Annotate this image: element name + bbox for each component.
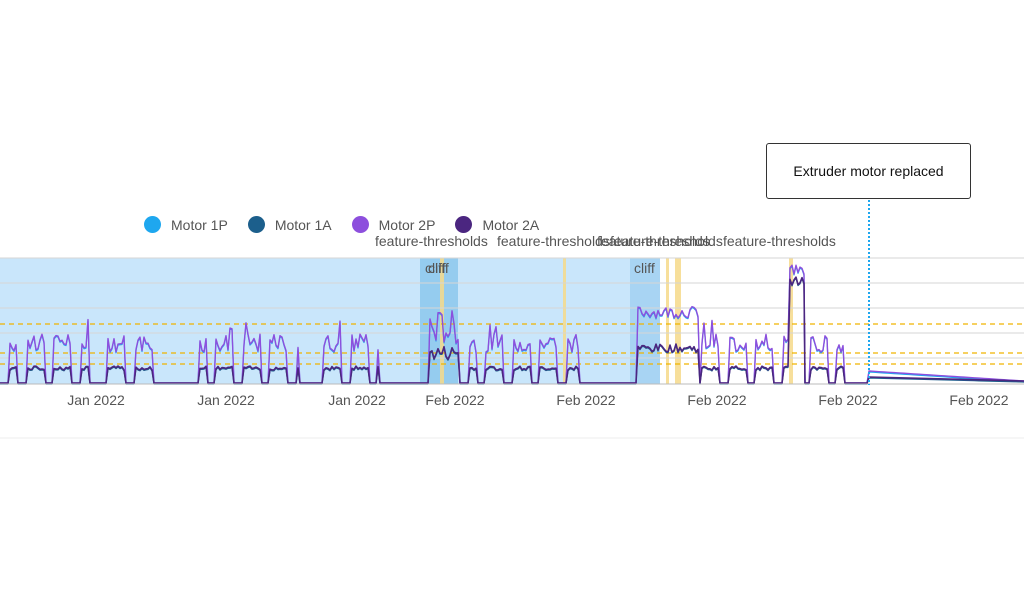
x-tick-label: Feb 2022 <box>556 392 615 408</box>
annotation-bands <box>0 257 793 384</box>
threshold-band <box>666 258 669 384</box>
cliff-label: cliff <box>425 260 446 276</box>
threshold-label: feature-thresholds <box>597 233 710 249</box>
threshold-band <box>789 258 793 384</box>
legend-item-motor-2p[interactable]: Motor 2P <box>351 216 436 233</box>
threshold-label: feature-thresholds <box>497 233 610 249</box>
x-tick-label: Jan 2022 <box>67 392 125 408</box>
cliff-band <box>420 258 458 384</box>
legend-item-motor-1p[interactable]: Motor 1P <box>144 216 228 233</box>
x-axis: Jan 2022 Jan 2022 Jan 2022 Feb 2022 Feb 2022… <box>0 383 1024 439</box>
legend-swatch <box>247 216 265 233</box>
threshold-label: feature-thresholds <box>610 233 723 249</box>
x-tick-label: Feb 2022 <box>425 392 484 408</box>
grid-lines <box>0 257 1024 359</box>
event-callout: Extruder motor replaced <box>766 143 971 199</box>
cliff-label: cliff <box>634 260 655 276</box>
anomaly-band <box>0 258 660 384</box>
legend-label: Motor 1P <box>171 216 228 233</box>
legend-swatch <box>455 216 473 233</box>
event-callout-text: Extruder motor replaced <box>793 163 944 179</box>
x-tick-label: Feb 2022 <box>687 392 746 408</box>
legend-item-motor-1a[interactable]: Motor 1A <box>247 216 332 233</box>
legend-item-motor-2a[interactable]: Motor 2A <box>455 216 539 233</box>
x-tick-label: Jan 2022 <box>328 392 386 408</box>
legend-label: Motor 2A <box>482 216 540 233</box>
cliff-band <box>630 258 660 384</box>
series-line-motor-2a <box>0 276 1024 384</box>
threshold-band <box>675 258 681 384</box>
x-tick-label: Feb 2022 <box>818 392 877 408</box>
legend-label: Motor 2P <box>378 216 436 233</box>
legend: Motor 1P Motor 1A Motor 2P Motor 2A <box>144 216 539 233</box>
cliff-label: cliff <box>428 260 449 276</box>
legend-swatch <box>351 216 369 233</box>
threshold-band <box>563 258 566 384</box>
x-tick-label: Feb 2022 <box>949 392 1008 408</box>
legend-swatch <box>144 216 161 233</box>
threshold-label: feature-thresholds <box>723 233 836 249</box>
threshold-label: feature-thresholds <box>375 233 488 249</box>
legend-label: Motor 1A <box>274 216 332 233</box>
x-tick-label: Jan 2022 <box>197 392 255 408</box>
